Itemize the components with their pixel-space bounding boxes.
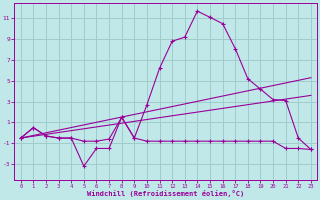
X-axis label: Windchill (Refroidissement éolien,°C): Windchill (Refroidissement éolien,°C) — [87, 190, 244, 197]
